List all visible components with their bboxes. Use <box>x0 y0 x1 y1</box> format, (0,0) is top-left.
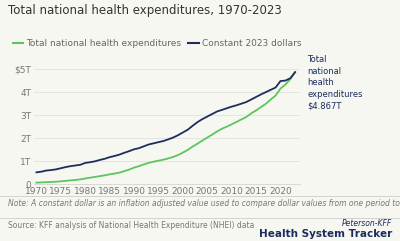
Text: Health System Tracker: Health System Tracker <box>259 229 392 239</box>
Text: Peterson-KFF: Peterson-KFF <box>342 219 392 228</box>
Text: Total national health expenditures, 1970-2023: Total national health expenditures, 1970… <box>8 4 282 17</box>
Text: Total
national
health
expenditures
$4.867T: Total national health expenditures $4.86… <box>307 55 363 110</box>
Legend: Total national health expenditures, Constant 2023 dollars: Total national health expenditures, Cons… <box>12 40 301 48</box>
Text: Note: A constant dollar is an inflation adjusted value used to compare dollar va: Note: A constant dollar is an inflation … <box>8 199 400 208</box>
Text: Source: KFF analysis of National Health Expenditure (NHEI) data: Source: KFF analysis of National Health … <box>8 221 254 229</box>
